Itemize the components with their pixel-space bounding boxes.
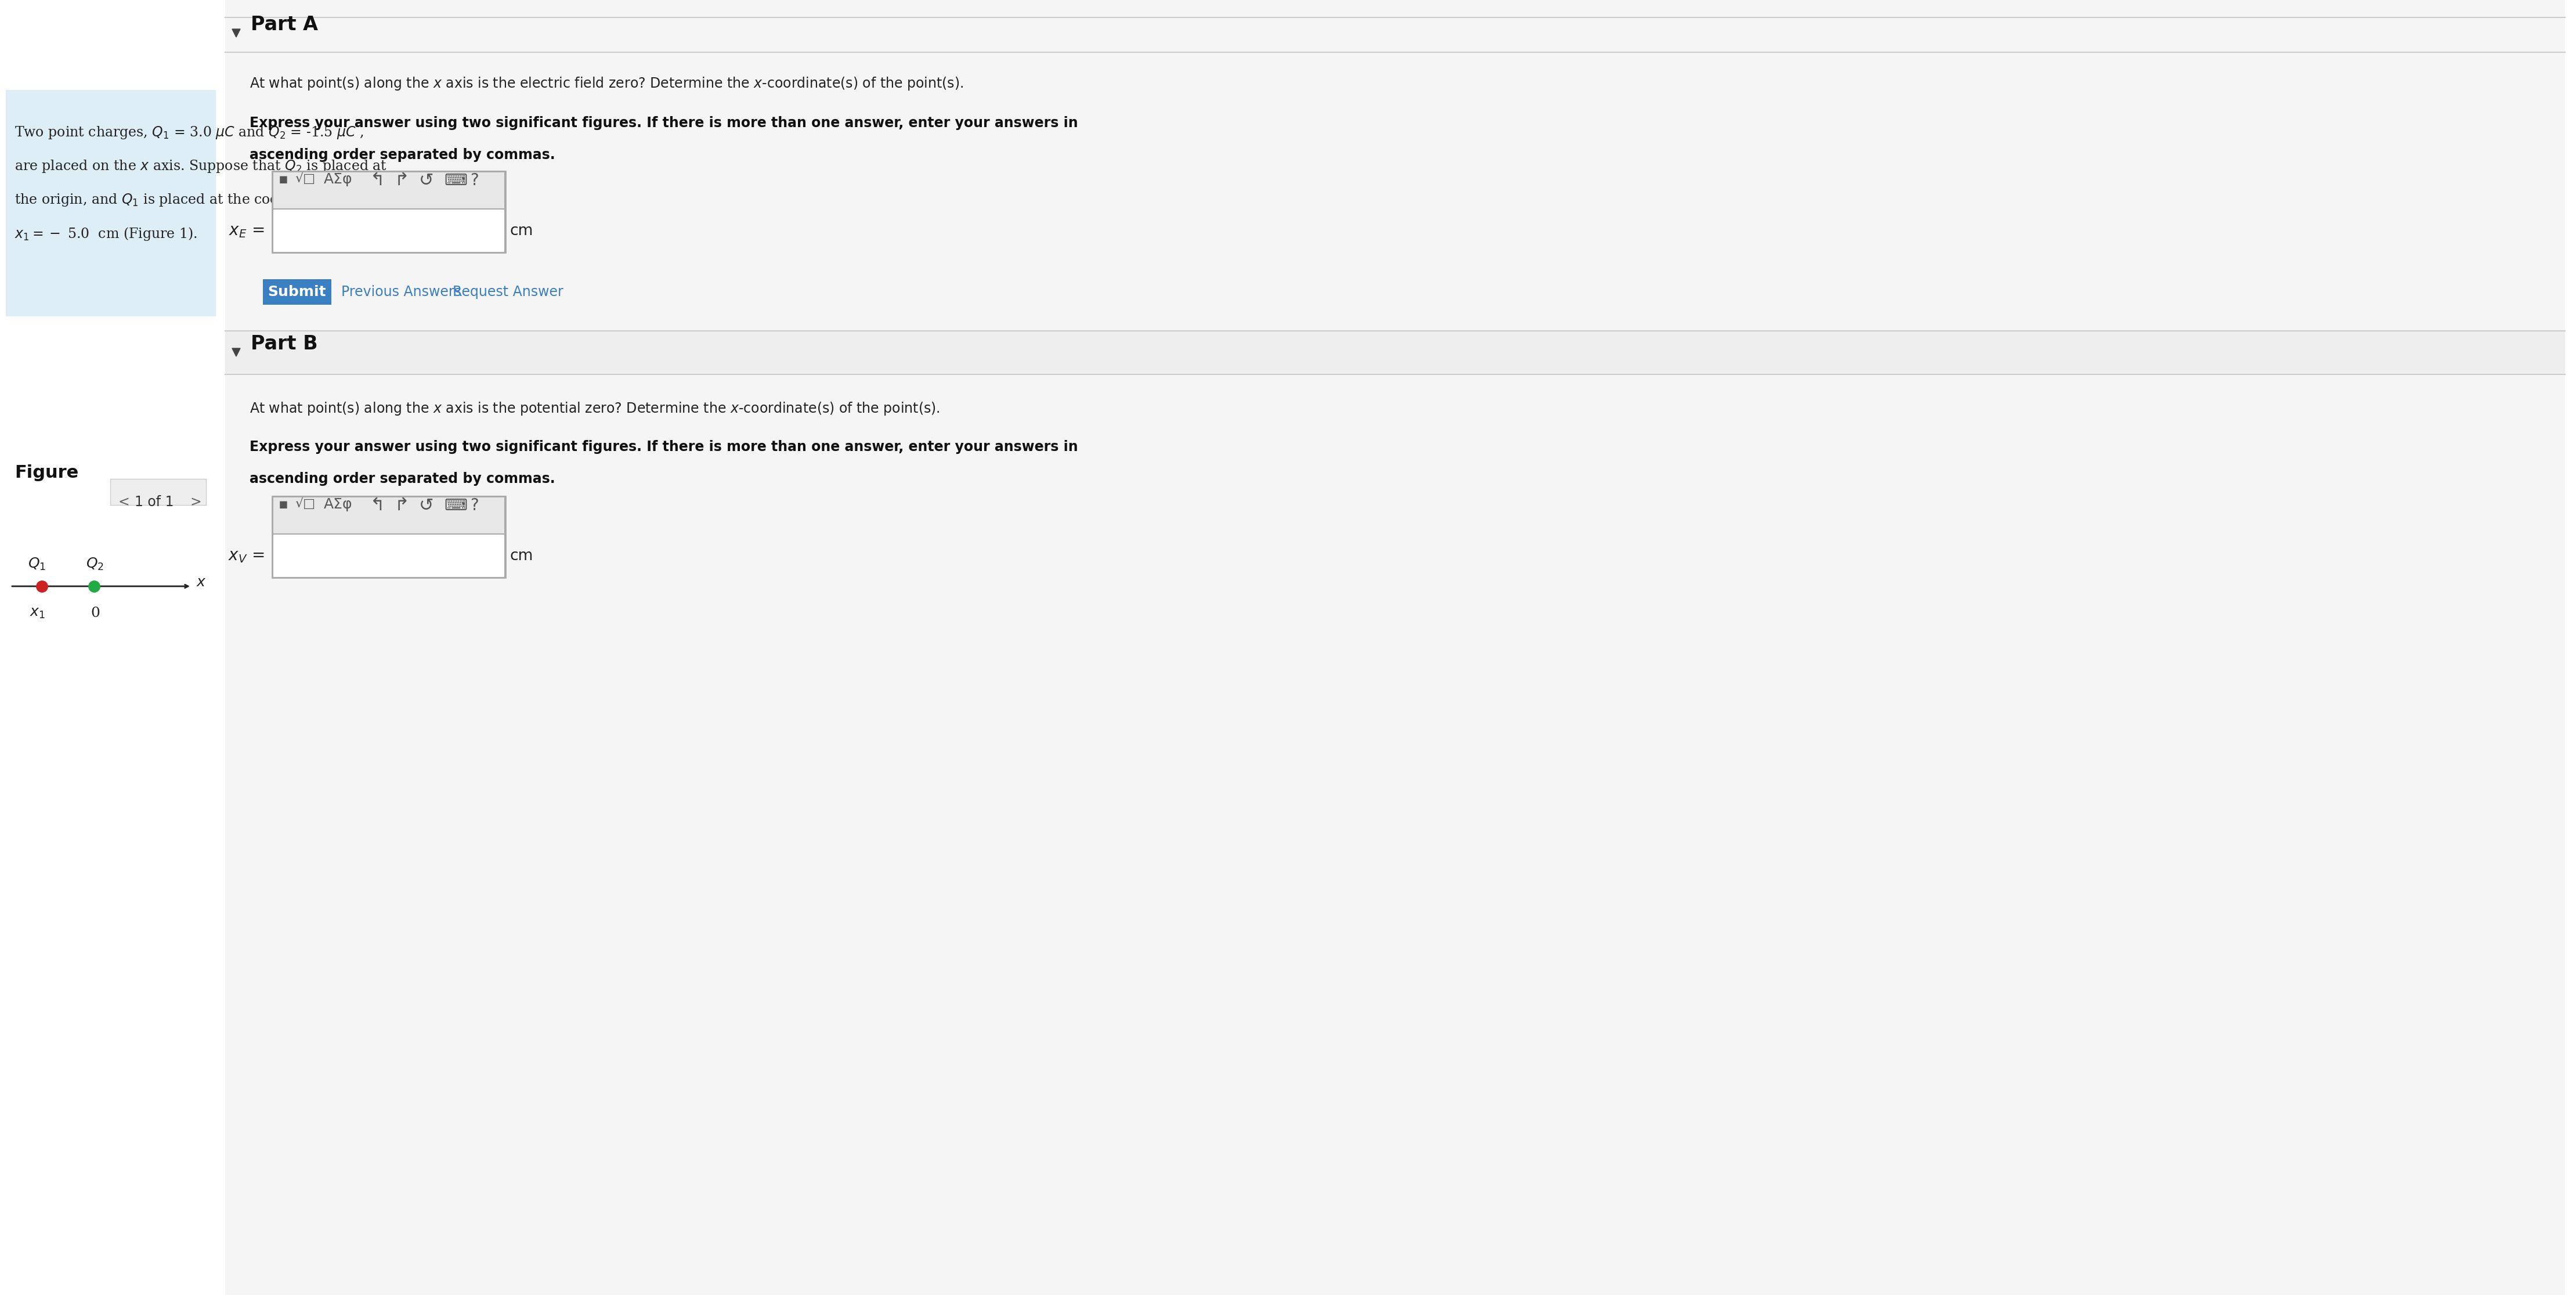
Bar (273, 496, 505, 578)
Text: ?: ? (469, 497, 479, 514)
Text: ↺: ↺ (420, 172, 433, 189)
Text: are placed on the $x$ axis. Suppose that $Q_2$ is placed at: are placed on the $x$ axis. Suppose that… (15, 158, 386, 174)
Text: ΑΣφ: ΑΣφ (325, 172, 353, 186)
Text: Express your answer using two significant figures. If there is more than one ans: Express your answer using two significan… (250, 117, 1077, 130)
Text: $x$: $x$ (196, 576, 206, 589)
Text: Submit: Submit (268, 285, 327, 299)
Text: Two point charges, $Q_1$ = 3.0 $\mu C$ and $Q_2$ = -1.5 $\mu C$ ,: Two point charges, $Q_1$ = 3.0 $\mu C$ a… (15, 124, 363, 140)
Text: Previous Answers: Previous Answers (340, 285, 461, 299)
Text: ascending order separated by commas.: ascending order separated by commas. (250, 148, 556, 162)
Text: ↰: ↰ (371, 172, 384, 189)
Text: $x_1 = -$ 5.0  cm (Figure 1).: $x_1 = -$ 5.0 cm (Figure 1). (15, 225, 198, 242)
Text: Request Answer: Request Answer (453, 285, 564, 299)
Polygon shape (232, 348, 240, 356)
Text: At what point(s) along the $x$ axis is the potential zero? Determine the $x$-coo: At what point(s) along the $x$ axis is t… (250, 400, 940, 417)
Bar (111, 479, 206, 505)
Text: Figure: Figure (15, 465, 77, 482)
Bar (5, 89, 216, 316)
Text: Express your answer using two significant figures. If there is more than one ans: Express your answer using two significan… (250, 440, 1077, 455)
Text: ΑΣφ: ΑΣφ (325, 497, 353, 512)
Text: ↱: ↱ (394, 172, 410, 189)
Text: the origin, and $Q_1$ is placed at the coordinate: the origin, and $Q_1$ is placed at the c… (15, 192, 330, 207)
Text: √□: √□ (294, 497, 314, 510)
Text: 0: 0 (90, 606, 100, 620)
Polygon shape (232, 28, 240, 38)
Bar (273, 496, 505, 534)
Text: ?: ? (469, 172, 479, 189)
Text: $x_E$ =: $x_E$ = (229, 223, 265, 238)
Text: $Q_1$: $Q_1$ (28, 557, 46, 572)
Text: ↰: ↰ (371, 497, 384, 514)
Bar (273, 534, 505, 578)
Text: Part B: Part B (250, 334, 317, 354)
Text: $Q_2$: $Q_2$ (85, 557, 103, 572)
Text: ▪: ▪ (278, 172, 289, 186)
Bar (263, 280, 332, 304)
Bar (273, 208, 505, 253)
Text: ⌨: ⌨ (443, 172, 466, 189)
Text: Part A: Part A (250, 14, 317, 34)
Text: cm: cm (510, 549, 533, 563)
Bar (273, 171, 505, 253)
Text: <: < (118, 495, 129, 509)
Text: ↺: ↺ (420, 497, 433, 514)
Text: √□: √□ (294, 172, 314, 185)
Bar (224, 330, 2566, 374)
Text: >: > (191, 495, 201, 509)
Text: $x_V$ =: $x_V$ = (227, 548, 265, 563)
Text: $x_1$: $x_1$ (28, 606, 44, 620)
Text: ⌨: ⌨ (443, 497, 466, 514)
Text: cm: cm (510, 224, 533, 238)
Bar (273, 171, 505, 208)
Text: ↱: ↱ (394, 497, 410, 514)
Text: 1 of 1: 1 of 1 (134, 495, 173, 509)
Text: ▪: ▪ (278, 497, 289, 512)
Text: At what point(s) along the $x$ axis is the electric field zero? Determine the $x: At what point(s) along the $x$ axis is t… (250, 75, 963, 92)
Text: ascending order separated by commas.: ascending order separated by commas. (250, 471, 556, 486)
